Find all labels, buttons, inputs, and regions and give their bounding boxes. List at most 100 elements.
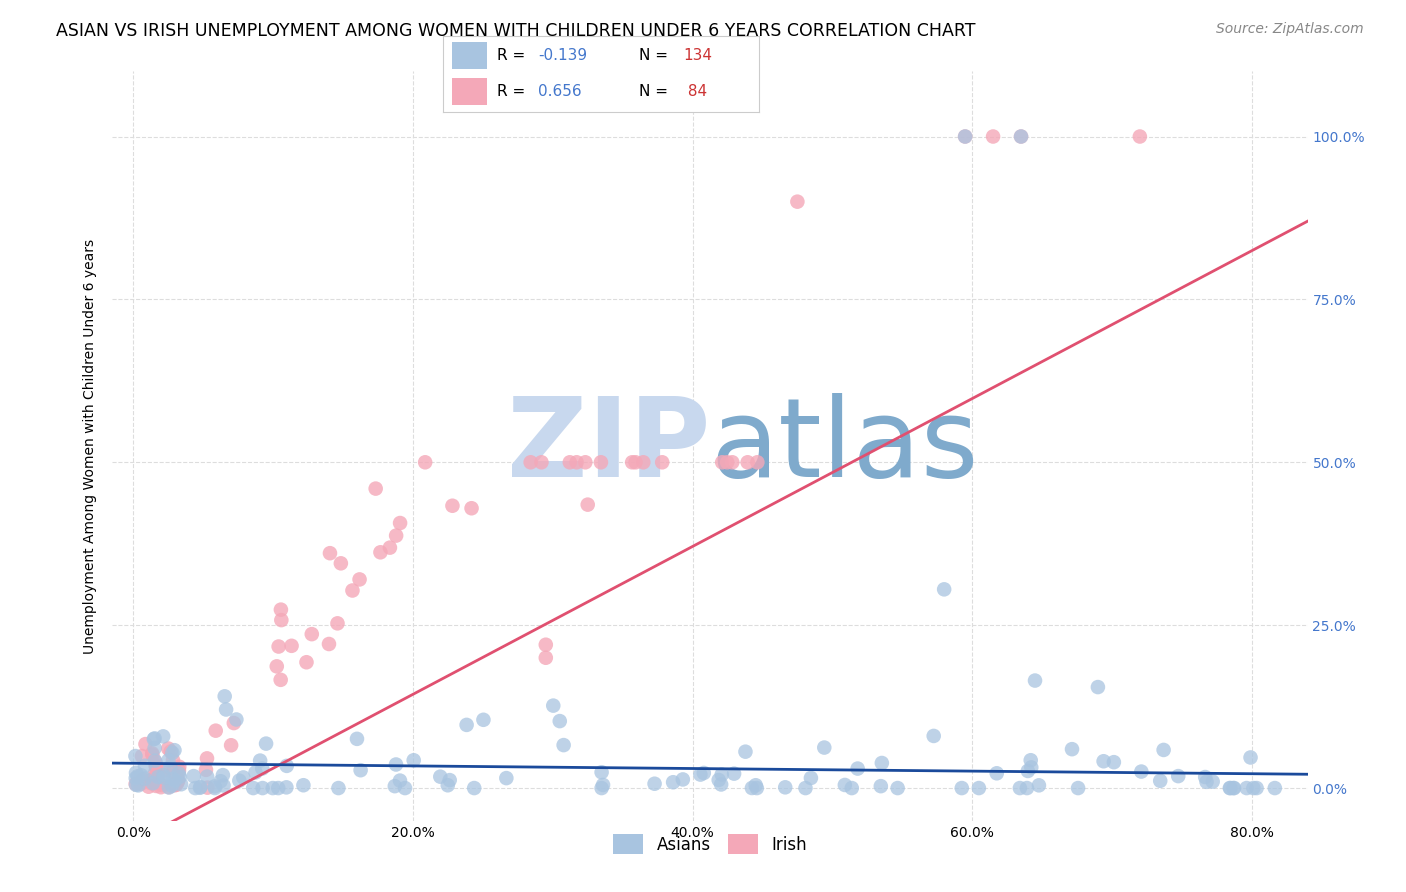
Point: [737, 455, 759, 469]
Point: [212, 779, 235, 793]
Text: N =: N =: [640, 84, 673, 99]
Point: [1239, 750, 1261, 764]
Point: [429, 770, 451, 784]
Point: [146, 770, 169, 784]
Point: [1202, 774, 1225, 789]
Point: [591, 780, 613, 795]
Point: [624, 455, 647, 469]
Point: [270, 602, 292, 616]
Point: [1028, 778, 1050, 792]
Point: [385, 757, 408, 772]
Point: [159, 745, 181, 759]
Point: [204, 780, 226, 795]
Text: ASIAN VS IRISH UNEMPLOYMENT AMONG WOMEN WITH CHILDREN UNDER 6 YEARS CORRELATION : ASIAN VS IRISH UNEMPLOYMENT AMONG WOMEN …: [56, 22, 976, 40]
Point: [141, 747, 163, 761]
Point: [711, 455, 734, 469]
Point: [129, 768, 152, 782]
Point: [145, 779, 167, 793]
Point: [565, 455, 588, 469]
Point: [142, 776, 165, 790]
Point: [800, 771, 823, 785]
Point: [621, 455, 644, 469]
Point: [644, 777, 666, 791]
Point: [157, 780, 180, 794]
Point: [319, 546, 342, 560]
Point: [163, 773, 186, 788]
Text: ZIP: ZIP: [506, 392, 710, 500]
Point: [495, 771, 517, 785]
Point: [349, 573, 371, 587]
Point: [1008, 780, 1031, 795]
Point: [672, 772, 695, 787]
Point: [707, 772, 730, 787]
Point: [146, 771, 169, 785]
Point: [131, 749, 153, 764]
Point: [267, 640, 290, 654]
Point: [1092, 754, 1115, 768]
Point: [1195, 774, 1218, 789]
Point: [460, 501, 482, 516]
Point: [1264, 780, 1286, 795]
Point: [163, 743, 186, 757]
Point: [389, 516, 412, 530]
Point: [167, 760, 190, 774]
Point: [1019, 760, 1042, 774]
Point: [150, 778, 173, 792]
Point: [139, 776, 162, 790]
Point: [693, 766, 716, 780]
Point: [349, 763, 371, 777]
Point: [157, 753, 180, 767]
Point: [143, 731, 166, 746]
Point: [922, 729, 945, 743]
Point: [270, 613, 292, 627]
Point: [384, 779, 406, 793]
Point: [328, 780, 350, 795]
Point: [188, 780, 211, 795]
Point: [543, 698, 565, 713]
Point: [1149, 773, 1171, 788]
Point: [252, 780, 274, 795]
Point: [1219, 780, 1241, 795]
Text: atlas: atlas: [710, 392, 979, 500]
Point: [142, 732, 165, 747]
Point: [170, 777, 193, 791]
Point: [436, 778, 458, 792]
Point: [378, 541, 401, 555]
Point: [1222, 780, 1244, 795]
Point: [841, 780, 863, 795]
Point: [143, 741, 166, 756]
Point: [242, 780, 264, 795]
Point: [689, 767, 711, 781]
Point: [162, 746, 184, 760]
Text: 84: 84: [683, 84, 707, 99]
Point: [342, 583, 364, 598]
Point: [651, 455, 673, 469]
Point: [456, 718, 478, 732]
Point: [134, 737, 156, 751]
Point: [1129, 129, 1152, 144]
Point: [1087, 680, 1109, 694]
Point: [197, 780, 219, 795]
Point: [716, 455, 738, 469]
Point: [134, 772, 156, 786]
Point: [280, 639, 302, 653]
Point: [270, 673, 292, 687]
Y-axis label: Unemployment Among Women with Children Under 6 years: Unemployment Among Women with Children U…: [83, 238, 97, 654]
Point: [276, 759, 298, 773]
Point: [159, 760, 181, 774]
Point: [519, 455, 541, 469]
Point: [1194, 770, 1216, 784]
Point: [741, 780, 763, 795]
Point: [276, 780, 298, 795]
Point: [145, 758, 167, 772]
Point: [710, 767, 733, 781]
Point: [195, 770, 218, 784]
Point: [204, 723, 226, 738]
Point: [1019, 753, 1042, 767]
Point: [225, 713, 247, 727]
Point: [744, 778, 766, 792]
Point: [870, 756, 893, 770]
Point: [212, 768, 235, 782]
Point: [813, 740, 835, 755]
Text: R =: R =: [496, 48, 530, 63]
